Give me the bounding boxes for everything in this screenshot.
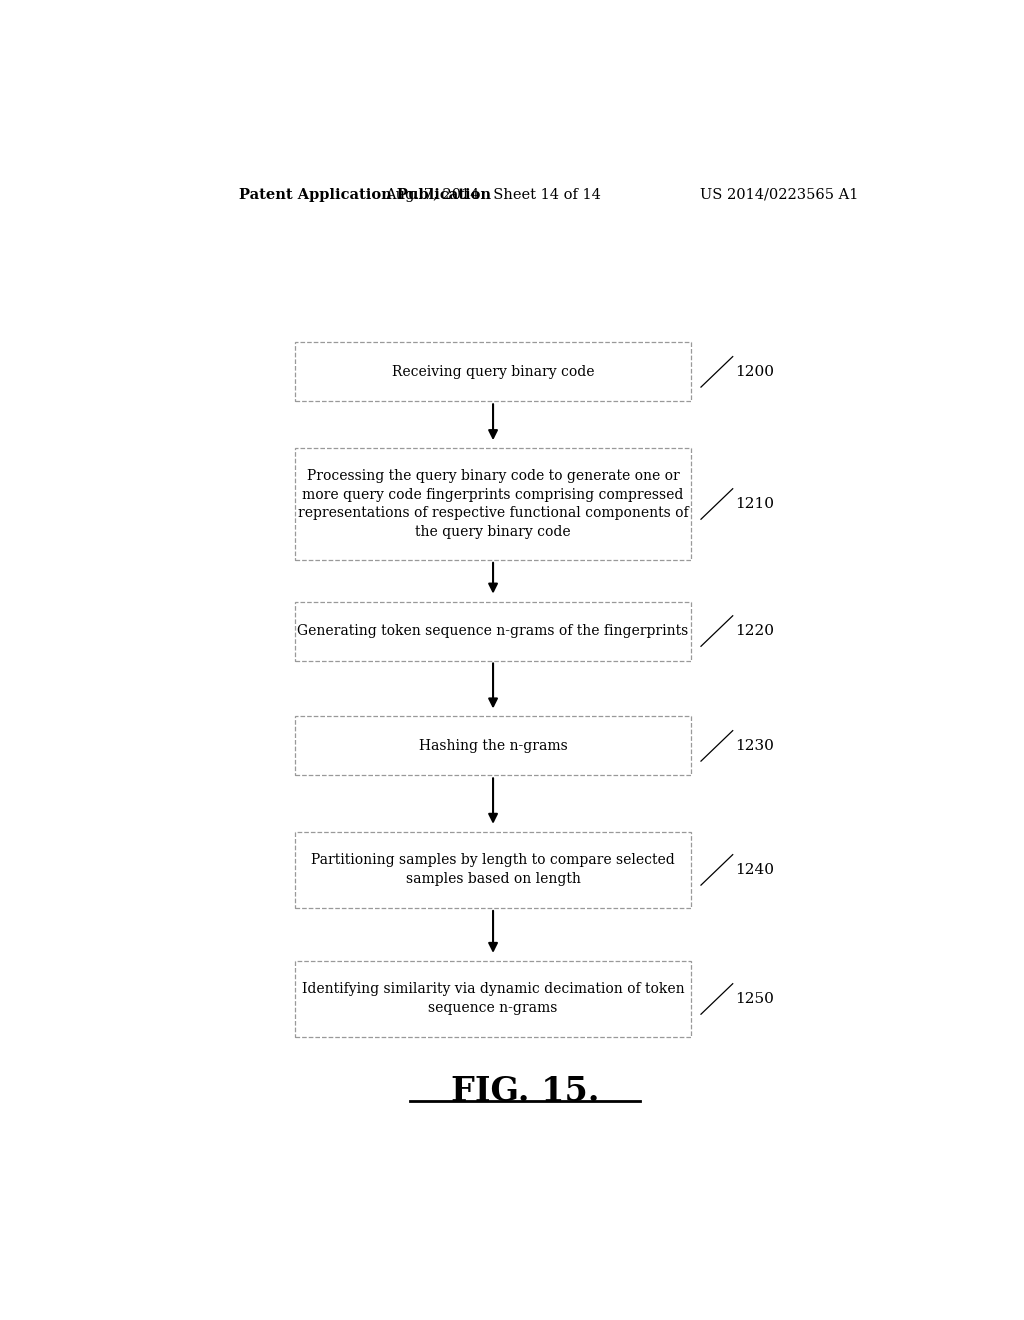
Text: Processing the query binary code to generate one or
more query code fingerprints: Processing the query binary code to gene… (298, 469, 688, 540)
Text: Aug. 7, 2014   Sheet 14 of 14: Aug. 7, 2014 Sheet 14 of 14 (385, 187, 601, 202)
Text: FIG. 15.: FIG. 15. (451, 1074, 599, 1107)
FancyBboxPatch shape (295, 717, 691, 775)
Text: Receiving query binary code: Receiving query binary code (392, 364, 594, 379)
FancyBboxPatch shape (295, 447, 691, 560)
Text: 1240: 1240 (735, 863, 774, 876)
Text: Patent Application Publication: Patent Application Publication (240, 187, 492, 202)
FancyBboxPatch shape (295, 961, 691, 1038)
Text: 1220: 1220 (735, 624, 774, 638)
FancyBboxPatch shape (295, 832, 691, 908)
Text: Hashing the n-grams: Hashing the n-grams (419, 739, 567, 752)
Text: 1250: 1250 (735, 991, 774, 1006)
Text: Partitioning samples by length to compare selected
samples based on length: Partitioning samples by length to compar… (311, 854, 675, 886)
Text: 1210: 1210 (735, 496, 774, 511)
Text: US 2014/0223565 A1: US 2014/0223565 A1 (699, 187, 858, 202)
FancyBboxPatch shape (295, 602, 691, 660)
Text: 1200: 1200 (735, 364, 774, 379)
Text: Generating token sequence n-grams of the fingerprints: Generating token sequence n-grams of the… (297, 624, 689, 638)
Text: 1230: 1230 (735, 739, 774, 752)
FancyBboxPatch shape (295, 342, 691, 401)
Text: Identifying similarity via dynamic decimation of token
sequence n-grams: Identifying similarity via dynamic decim… (302, 982, 684, 1015)
